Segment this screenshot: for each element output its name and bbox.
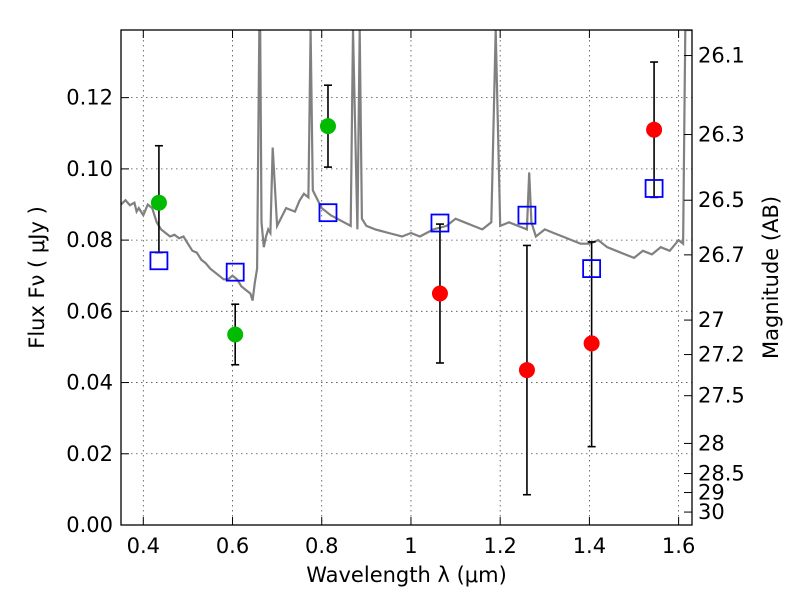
right-tick-label: 26.3 <box>698 123 745 147</box>
y-axis-label: Flux Fν ( μJy ) <box>25 206 49 349</box>
grid-layer <box>121 30 692 526</box>
right-tick-label: 28.5 <box>698 462 745 486</box>
x-tick-label: 1.2 <box>483 534 516 558</box>
model-point-square <box>644 179 664 198</box>
y-tick-label: 0.10 <box>66 157 113 181</box>
right-tick-label: 29 <box>698 481 725 505</box>
y-tick-label: 0.08 <box>66 228 113 252</box>
data-point-circle <box>150 194 167 211</box>
x-tick-label: 0.6 <box>216 534 249 558</box>
x-tick-label: 1.6 <box>662 534 695 558</box>
right-tick-label: 26.7 <box>698 243 745 267</box>
x-tick-label: 0.8 <box>305 534 338 558</box>
right-axis-label: Magnitude (AB) <box>759 196 783 359</box>
data-point-circle <box>319 118 336 135</box>
right-tick-label: 26.1 <box>698 44 745 68</box>
x-tick-label: 0.4 <box>127 534 160 558</box>
tick-layer: 0.4 0.6 0.8 1 1.2 1.4 1.6 0.00 0.02 0.04 0.06 0.08 0… <box>66 30 745 558</box>
spectrum-layer <box>121 30 692 301</box>
right-tick-label: 26.5 <box>698 188 745 212</box>
data-point-circle <box>583 335 600 352</box>
data-point-circle <box>646 121 663 138</box>
data-point-circle <box>518 362 535 379</box>
model-point-square <box>582 259 602 278</box>
model-point-square <box>517 205 537 225</box>
data-point-circle <box>227 326 244 343</box>
y-tick-label: 0.06 <box>66 299 113 323</box>
x-axis-label: Wavelength λ (μm) <box>306 563 507 587</box>
model-spectrum-line <box>121 30 692 301</box>
model-point-square <box>430 213 450 233</box>
x-tick-label: 1.4 <box>573 534 606 558</box>
x-tick-label: 1 <box>404 534 417 558</box>
right-tick-label: 27 <box>698 308 725 332</box>
y-tick-label: 0.04 <box>66 371 113 395</box>
y-tick-label: 0.02 <box>66 442 113 466</box>
model-point-square <box>318 203 338 223</box>
model-point-square <box>225 262 245 282</box>
right-tick-label: 30 <box>698 500 725 524</box>
model-point-square <box>149 251 169 271</box>
right-tick-label: 28 <box>698 431 725 455</box>
y-tick-label: 0.12 <box>66 86 113 110</box>
y-tick-label: 0.00 <box>66 513 113 537</box>
plot-frame <box>120 29 693 526</box>
data-point-circle <box>431 285 448 302</box>
right-tick-label: 27.2 <box>698 343 745 367</box>
right-tick-label: 27.5 <box>698 384 745 408</box>
marker-layer <box>149 118 664 379</box>
